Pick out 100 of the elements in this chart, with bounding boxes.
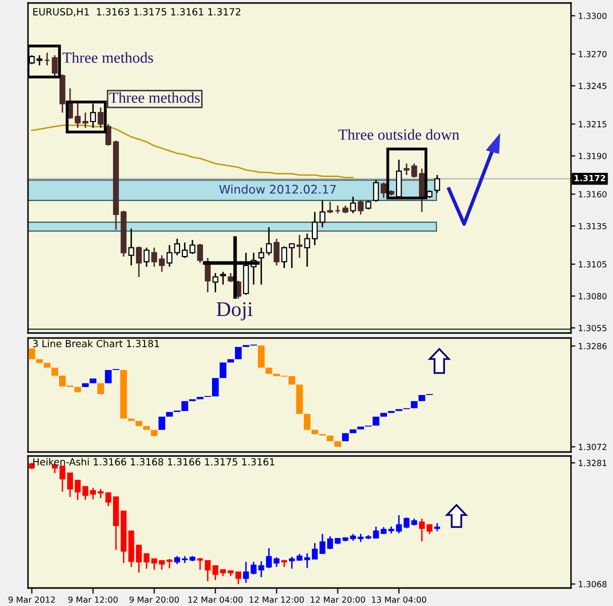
- candlestick: [220, 271, 226, 286]
- y-tick-label: 1.3300: [578, 12, 607, 20]
- candlestick: [281, 246, 288, 269]
- y-tick-label: 1.3190: [578, 152, 607, 160]
- y-tick-label: 1.3055: [578, 324, 606, 332]
- bar: [104, 370, 112, 384]
- candlestick: [74, 102, 81, 129]
- bar: [220, 362, 226, 378]
- bar: [150, 430, 158, 436]
- candlestick: [358, 200, 364, 216]
- y-tick-label: 1.3135: [578, 222, 606, 230]
- band-label: Window 2012.02.17: [219, 184, 336, 194]
- bar: [266, 368, 272, 374]
- chart-title: 3 Line Break Chart 1.3181: [33, 340, 160, 348]
- bar: [334, 441, 342, 447]
- candlestick: [74, 480, 81, 501]
- y-tick-label: 1.3286: [578, 342, 607, 350]
- candlestick: [82, 112, 88, 129]
- candlestick: [182, 242, 188, 259]
- y-tick-label: 1.3105: [578, 261, 606, 268]
- bar: [326, 436, 334, 442]
- annotation: Three methods: [62, 52, 154, 63]
- y-tick-label: 1.3215: [578, 121, 606, 128]
- candlestick: [98, 106, 104, 129]
- candlestick: [105, 492, 112, 507]
- candlestick: [144, 246, 150, 268]
- x-tick-label: 9 Mar 2012: [8, 596, 55, 603]
- bar: [97, 383, 104, 394]
- candlestick: [235, 571, 242, 585]
- bar: [143, 426, 150, 430]
- bar: [350, 429, 356, 434]
- candlestick: [350, 196, 356, 214]
- y-tick-label: 1.3160: [578, 191, 607, 198]
- x-tick-label: 12 Mar 20:00: [310, 596, 366, 603]
- candlestick: [404, 162, 410, 176]
- candlestick: [212, 272, 218, 293]
- candlestick: [274, 238, 280, 266]
- candlestick: [411, 162, 418, 178]
- y-tick-label: 1.3270: [578, 50, 607, 58]
- y-tick-label: 1.3080: [578, 293, 607, 300]
- bar: [158, 416, 166, 430]
- candlestick: [312, 211, 318, 246]
- candlestick: [151, 246, 158, 268]
- candlestick: [296, 234, 302, 259]
- annotation: Doji: [216, 302, 253, 320]
- bar: [296, 384, 303, 414]
- candlestick: [258, 560, 264, 578]
- candlestick: [266, 226, 272, 256]
- bar: [304, 414, 311, 430]
- y-tick-label: 1.3245: [578, 82, 606, 90]
- annotation: Three methods: [109, 92, 200, 103]
- candlestick: [190, 239, 196, 255]
- candlestick: [373, 179, 379, 202]
- annotation: Three outside down: [338, 129, 460, 140]
- candlestick: [312, 542, 318, 560]
- candlestick: [204, 560, 211, 582]
- chart-title: EURUSD,H1 1.3163 1.3175 1.3161 1.3172: [33, 8, 240, 16]
- candlestick: [434, 174, 440, 194]
- candlestick: [304, 232, 310, 268]
- bar: [36, 359, 43, 363]
- bar: [234, 346, 242, 360]
- bar: [227, 359, 234, 362]
- candlestick: [136, 246, 142, 278]
- bar: [311, 430, 318, 434]
- x-tick-label: 12 Mar 12:00: [250, 596, 304, 603]
- candlestick: [44, 52, 50, 66]
- bar: [136, 420, 142, 426]
- candlestick: [158, 254, 165, 273]
- x-tick-label: 12 Mar 04:00: [188, 596, 243, 603]
- bar: [74, 386, 82, 392]
- ref-line-label: 1.3172: [574, 174, 606, 182]
- bar: [380, 412, 387, 417]
- candlestick: [197, 557, 204, 570]
- chart-title: Heiken-Ashi 1.3166 1.3168 1.3166 1.3175 1.3161: [33, 458, 274, 466]
- bar: [418, 395, 426, 402]
- x-tick-label: 9 Mar 12:00: [68, 596, 118, 603]
- bar: [90, 378, 96, 384]
- candlestick: [320, 200, 326, 228]
- x-tick-label: 9 Mar 20:00: [130, 596, 179, 603]
- bar: [28, 348, 36, 360]
- bar: [120, 370, 127, 419]
- candlestick: [128, 228, 134, 266]
- bar: [372, 416, 380, 426]
- candlestick: [334, 204, 341, 214]
- candlestick: [288, 243, 295, 269]
- bar: [51, 368, 58, 376]
- x-tick-label: 13 Mar 04:00: [372, 596, 426, 603]
- bar: [357, 426, 364, 430]
- y-tick-label: 1.3068: [578, 581, 607, 588]
- bar: [410, 401, 418, 408]
- candlestick: [197, 243, 204, 264]
- candlestick: [151, 558, 158, 570]
- y-tick-label: 1.3072: [578, 444, 606, 450]
- bar: [258, 346, 265, 368]
- bar: [166, 412, 173, 417]
- bar: [44, 362, 50, 368]
- candlestick: [327, 201, 334, 214]
- candlestick: [380, 182, 387, 199]
- bar: [342, 433, 349, 442]
- bar: [82, 383, 89, 387]
